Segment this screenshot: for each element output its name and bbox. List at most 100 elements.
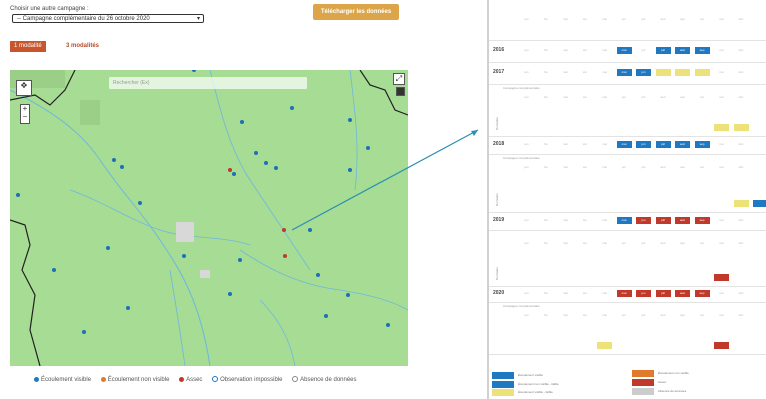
calendar-cell-blue[interactable]: aoû [675,47,690,54]
calendar-cell-empty: avr [582,241,588,245]
calendar-cell-empty: sep [680,165,685,169]
calendar-cell-yellow[interactable] [733,200,749,207]
calendar-cell-yellow[interactable] [597,342,612,349]
legend-label: Écoulement visible [518,373,544,377]
calendar-cell-empty: fév [543,241,548,245]
calendar-year-label: 2017 [493,69,505,75]
calendar-cell-empty: jan [524,241,529,245]
calendar-cell-blue[interactable]: jun [636,69,651,76]
calendar-cell-empty: déc [738,17,744,21]
calendar-cell-yellow[interactable] [733,124,749,131]
calendar-cell-empty: fév [543,95,548,99]
calendar-cell-yellow[interactable] [675,69,690,76]
calendar-cell-red[interactable]: aoû [675,290,690,297]
calendar-cell-blue[interactable]: aoû [675,141,690,148]
calendar-cell-yellow[interactable] [694,69,710,76]
station-visible-flow [238,258,242,262]
calendar-cell-blue[interactable]: juil [655,141,671,148]
calendar-cell-empty: juil [641,48,646,52]
calendar-cell-empty: nov [719,165,724,169]
calendar-cell-empty: juil [641,17,646,21]
river [259,299,296,366]
calendar-cell-blue[interactable]: mai [616,141,632,148]
calendar-cell-blue[interactable]: sep [694,47,710,54]
calendar-cell-empty: avr [582,70,588,74]
calendar-cell-empty: fév [543,218,548,222]
calendar-cell-empty: sep [680,95,685,99]
calendar-row: 2016janfévmaravrmaijunjuilaoûsepoctnovdé… [489,40,766,63]
calendar-cell-blue[interactable]: mai [616,217,632,224]
calendar-cell-yellow[interactable] [655,69,671,76]
calendar-cell-red[interactable]: sep [694,290,710,297]
tab-one-modality[interactable]: 1 modalité [10,41,46,52]
calendar-cell-empty: mar [562,70,569,74]
calendar-cell-red[interactable]: sep [694,217,710,224]
legend-label: Écoulement non visible - faible [518,382,559,386]
legend-dot [34,376,39,382]
calendar-cell-blue[interactable]: juil [655,47,671,54]
calendar-cell-blue[interactable]: sep [694,141,710,148]
calendar-row: Campagne complémentaire Normales jan fév mar… [489,84,766,137]
calendar-cell-empty: juil [641,313,646,317]
map[interactable]: Rechercher (Ex) ✥ + − ⤢ [10,70,408,366]
river [169,269,186,366]
station-visible-flow [274,166,278,170]
legend-dot [100,376,106,382]
station-dry [228,168,232,172]
campaign-select[interactable]: -- Campagne complémentaire du 26 octobre… [12,14,204,23]
calendar-cell-red[interactable] [714,342,729,349]
calendar-cell-red[interactable]: aoû [675,217,690,224]
legend-item: Écoulement visible [34,376,91,383]
station-dry [282,228,286,232]
legend-swatch [492,389,514,396]
calendar-cell-empty: mai [602,48,607,52]
station-visible-flow [290,106,294,110]
campaign-select-value: -- Campagne complémentaire du 26 octobre… [17,16,150,22]
zoom-icon[interactable]: + − [20,104,30,124]
calendar-cell-empty: nov [719,48,724,52]
calendar-cell-empty: avr [582,218,588,222]
calendar-cell-red[interactable]: juil [655,290,671,297]
map-search-input[interactable]: Rechercher (Ex) [109,77,307,89]
calendar-side-label: Normales [495,267,499,280]
calendar-cell-empty: jan [524,142,529,146]
calendar-cell-empty: avr [582,313,588,317]
legend-item: Observation impossible [212,376,282,383]
map-legend: Écoulement visible Écoulement non visibl… [34,376,365,383]
calendar-cell-red[interactable] [714,274,729,281]
calendar-cell-blue[interactable] [753,200,766,207]
calendar-cell-red[interactable]: jun [636,290,651,297]
calendar-panel: jan fév mar avr mai jun juil aoû sep oct nov déc 201… [487,0,766,399]
station-visible-flow [16,193,20,197]
calendar-cell-red[interactable]: juil [655,217,671,224]
calendar-cell-blue[interactable]: mai [616,47,632,54]
calendar-cell-empty: oct [699,313,704,317]
calendar-cell-blue[interactable]: jun [636,141,651,148]
calendar-cell-blue[interactable]: mai [616,69,632,76]
calendar-cell-empty: nov [719,95,724,99]
fullscreen-icon[interactable]: ⤢ [393,73,405,85]
layers-icon[interactable] [396,87,405,96]
calendar-cell-yellow[interactable] [714,124,729,131]
download-data-button[interactable]: Télécharger les données [313,4,399,20]
calendar-cell-empty: aoû [660,241,666,245]
legend-ring [212,376,219,382]
tab-three-modalities[interactable]: 3 modalités [66,43,100,49]
calendar-cell-empty: mai [602,70,607,74]
calendar-cell-empty: mai [602,218,607,222]
calendar-cell-red[interactable]: jun [636,217,651,224]
calendar-cell-empty: avr [582,291,588,295]
calendar-year-label: 2018 [493,141,505,147]
calendar-year-label: 2019 [493,217,505,223]
calendar-cell-empty: déc [738,70,744,74]
calendar-cell-red[interactable]: mai [616,290,632,297]
calendar-cell-empty: fév [543,291,548,295]
calendar-sub-label: Campagne complémentaire [503,156,540,160]
calendar-cell-empty: jan [524,48,529,52]
pan-icon[interactable]: ✥ [16,80,32,96]
calendar-cell-empty: déc [738,142,744,146]
calendar-cell-empty: déc [738,241,744,245]
station-visible-flow [126,306,130,310]
calendar-cell-empty: mar [562,95,569,99]
calendar-cell-empty: jan [524,95,529,99]
